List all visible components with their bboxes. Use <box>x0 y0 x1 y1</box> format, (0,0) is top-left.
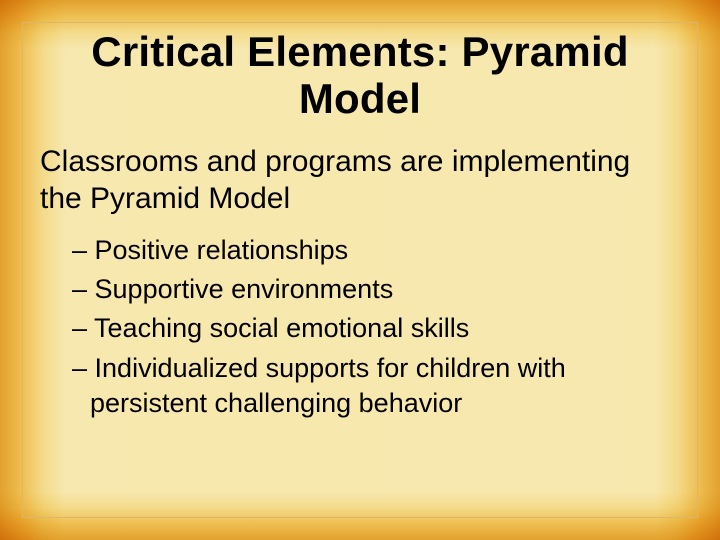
bullet-list: Positive relationships Supportive enviro… <box>72 233 680 420</box>
list-item: Teaching social emotional skills <box>72 311 680 346</box>
list-item: Individualized supports for children wit… <box>72 351 680 421</box>
intro-text: Classrooms and programs are implementing… <box>40 144 680 217</box>
list-item: Positive relationships <box>72 233 680 268</box>
list-item: Supportive environments <box>72 272 680 307</box>
slide-title: Critical Elements: Pyramid Model <box>40 28 680 122</box>
slide: Critical Elements: Pyramid Model Classro… <box>0 0 720 540</box>
slide-content: Critical Elements: Pyramid Model Classro… <box>40 28 680 512</box>
